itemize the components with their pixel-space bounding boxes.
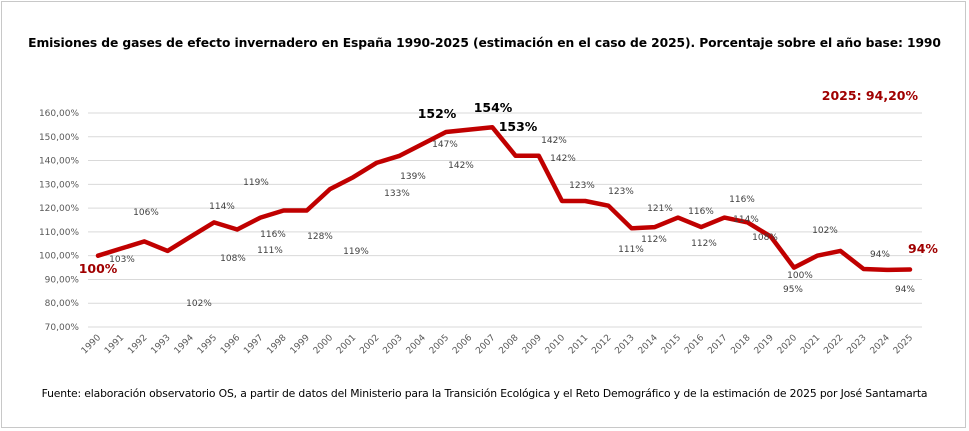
x-tick-label: 1992 bbox=[126, 333, 149, 356]
x-tick-label: 1994 bbox=[173, 333, 196, 356]
x-tick-label: 2021 bbox=[799, 333, 822, 356]
data-label: 100% bbox=[79, 261, 118, 276]
x-tick-label: 2002 bbox=[358, 333, 381, 356]
y-tick-label: 160,00% bbox=[39, 109, 79, 119]
data-label: 94% bbox=[895, 285, 915, 295]
data-label: 95% bbox=[783, 285, 803, 295]
y-tick-label: 140,00% bbox=[39, 157, 79, 167]
x-tick-label: 2019 bbox=[753, 333, 776, 356]
data-label: 116% bbox=[260, 230, 286, 240]
data-label: 121% bbox=[647, 204, 673, 214]
y-tick-label: 90,00% bbox=[45, 275, 80, 285]
x-tick-label: 2016 bbox=[683, 333, 706, 356]
data-label: 142% bbox=[550, 154, 576, 164]
data-label: 153% bbox=[499, 119, 538, 134]
chart-title: Emisiones de gases de efecto invernadero… bbox=[28, 36, 941, 50]
data-label: 114% bbox=[209, 202, 235, 212]
data-label: 147% bbox=[432, 140, 458, 150]
x-tick-label: 2023 bbox=[845, 333, 868, 356]
x-tick-label: 2000 bbox=[312, 333, 335, 356]
x-tick-label: 1990 bbox=[80, 333, 103, 356]
y-axis-ticks: 70,00% 80,00% 90,00% 100,00% 110,00% 120,00% 1… bbox=[39, 109, 79, 333]
x-tick-label: 1997 bbox=[242, 333, 265, 356]
x-tick-label: 2003 bbox=[381, 333, 404, 356]
x-tick-label: 1991 bbox=[103, 333, 126, 356]
data-labels: 100%103%106%102%114%108%111%119%116% 128%… bbox=[79, 100, 939, 309]
series-line-emissions bbox=[95, 125, 913, 273]
data-label: 119% bbox=[343, 247, 369, 257]
data-label: 112% bbox=[641, 235, 667, 245]
y-tick-label: 80,00% bbox=[45, 299, 80, 309]
x-tick-label: 2017 bbox=[706, 333, 729, 356]
data-label: 123% bbox=[608, 187, 634, 197]
data-label: 108% bbox=[752, 233, 778, 243]
data-label: 152% bbox=[418, 106, 457, 121]
data-label: 102% bbox=[186, 299, 212, 309]
data-label: 106% bbox=[133, 208, 159, 218]
annotation-2025: 2025: 94,20% bbox=[822, 88, 919, 103]
x-tick-label: 2001 bbox=[335, 333, 358, 356]
y-tick-label: 130,00% bbox=[39, 180, 79, 190]
x-tick-label: 2004 bbox=[405, 333, 428, 356]
x-tick-label: 2020 bbox=[776, 333, 799, 356]
data-label: 142% bbox=[448, 161, 474, 171]
x-tick-label: 1993 bbox=[149, 333, 172, 356]
y-tick-label: 120,00% bbox=[39, 204, 79, 214]
x-tick-label: 2011 bbox=[567, 333, 590, 356]
data-label: 111% bbox=[257, 246, 283, 256]
y-tick-label: 110,00% bbox=[39, 228, 79, 238]
data-label: 103% bbox=[109, 255, 135, 265]
x-tick-label: 1998 bbox=[265, 333, 288, 356]
x-tick-label: 2025 bbox=[892, 333, 915, 356]
y-tick-label: 70,00% bbox=[45, 323, 80, 333]
x-tick-label: 2024 bbox=[869, 333, 892, 356]
data-label: 102% bbox=[812, 226, 838, 236]
data-label: 154% bbox=[474, 100, 513, 115]
x-tick-label: 2012 bbox=[590, 333, 613, 356]
x-tick-label: 2007 bbox=[474, 333, 497, 356]
x-tick-label: 2013 bbox=[613, 333, 636, 356]
data-label: 123% bbox=[569, 181, 595, 191]
x-tick-label: 2008 bbox=[497, 333, 520, 356]
data-label: 112% bbox=[691, 239, 717, 249]
x-tick-label: 2009 bbox=[521, 333, 544, 356]
data-label: 100% bbox=[787, 271, 813, 281]
x-tick-label: 1995 bbox=[196, 333, 219, 356]
y-tick-label: 150,00% bbox=[39, 133, 79, 143]
data-label: 114% bbox=[733, 215, 759, 225]
x-tick-label: 2015 bbox=[660, 333, 683, 356]
x-axis-ticks: 1990 1991 1992 1993 1994 1995 1996 1997 1998 1999… bbox=[80, 333, 915, 356]
gridlines bbox=[88, 112, 922, 328]
data-label: 116% bbox=[688, 207, 714, 217]
data-label: 139% bbox=[400, 172, 426, 182]
data-label: 116% bbox=[729, 195, 755, 205]
data-label: 111% bbox=[618, 245, 644, 255]
data-label: 133% bbox=[384, 189, 410, 199]
x-tick-label: 2022 bbox=[822, 333, 845, 356]
x-tick-label: 2005 bbox=[428, 333, 451, 356]
data-label: 108% bbox=[220, 254, 246, 264]
source-note: Fuente: elaboración observatorio OS, a p… bbox=[41, 387, 928, 400]
x-tick-label: 2010 bbox=[544, 333, 567, 356]
x-tick-label: 1999 bbox=[289, 333, 312, 356]
data-label: 94% bbox=[908, 241, 938, 256]
x-tick-label: 2006 bbox=[451, 333, 474, 356]
y-tick-label: 100,00% bbox=[39, 252, 79, 262]
series-line bbox=[95, 125, 913, 273]
x-tick-label: 2018 bbox=[729, 333, 752, 356]
data-label: 128% bbox=[307, 232, 333, 242]
data-label: 142% bbox=[541, 136, 567, 146]
data-label: 119% bbox=[243, 178, 269, 188]
x-tick-label: 1996 bbox=[219, 333, 242, 356]
data-label: 94% bbox=[870, 250, 890, 260]
x-tick-label: 2014 bbox=[637, 333, 660, 356]
